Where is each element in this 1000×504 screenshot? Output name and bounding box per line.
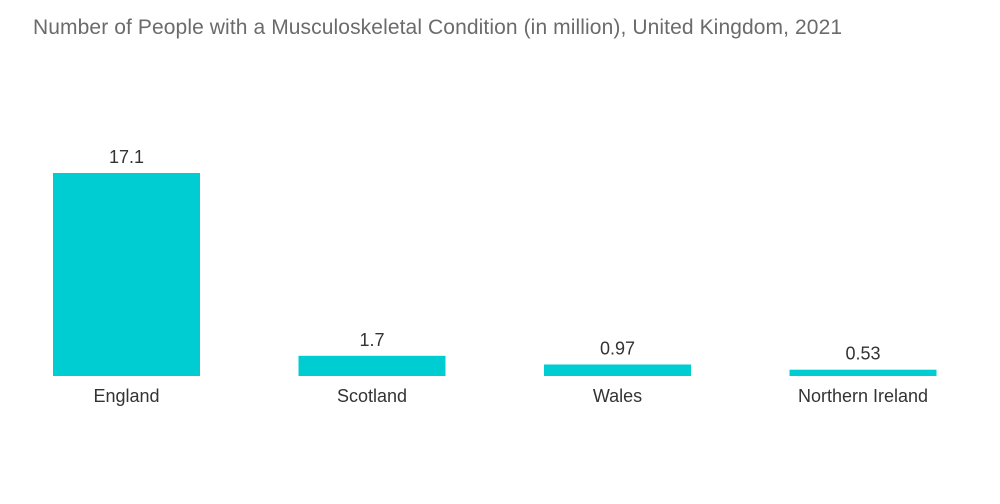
category-labels-group: England Scotland Wales Northern Ireland xyxy=(93,386,928,406)
bars-group xyxy=(53,173,937,376)
bar-scotland xyxy=(298,355,446,376)
value-labels-group: 17.1 1.7 0.97 0.53 xyxy=(109,147,881,364)
category-label-northern-ireland: Northern Ireland xyxy=(798,386,928,406)
category-label-scotland: Scotland xyxy=(337,386,407,406)
bar-northern-ireland xyxy=(789,369,937,376)
value-label-england: 17.1 xyxy=(109,147,144,167)
value-label-wales: 0.97 xyxy=(600,338,635,358)
bar-england xyxy=(53,173,200,376)
value-label-northern-ireland: 0.53 xyxy=(845,344,880,364)
value-label-scotland: 1.7 xyxy=(359,330,384,350)
category-label-england: England xyxy=(93,386,159,406)
category-label-wales: Wales xyxy=(593,386,642,406)
chart-title: Number of People with a Musculoskeletal … xyxy=(33,16,843,39)
bar-wales xyxy=(544,364,691,376)
